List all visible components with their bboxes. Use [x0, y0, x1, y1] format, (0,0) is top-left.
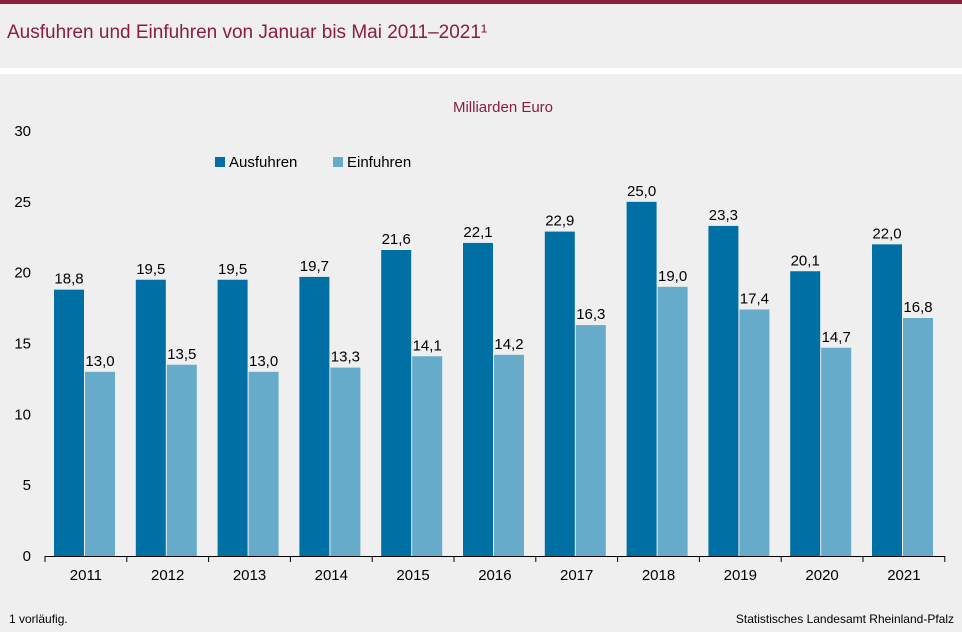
- legend-label-einfuhren: Einfuhren: [347, 154, 411, 171]
- data-label-ausfuhren-2016: 22,1: [463, 224, 492, 241]
- x-tick-label-2019: 2019: [724, 567, 757, 584]
- bar-einfuhren-2020: [821, 347, 852, 556]
- y-tick-label: 0: [23, 548, 31, 565]
- bar-ausfuhren-2014: [299, 276, 330, 556]
- x-tick-label-2020: 2020: [805, 567, 838, 584]
- data-label-einfuhren-2013: 13,0: [249, 353, 278, 370]
- bar-einfuhren-2015: [412, 356, 443, 556]
- bar-einfuhren-2016: [494, 354, 524, 556]
- bar-ausfuhren-2017: [544, 231, 575, 557]
- bar-einfuhren-2018: [657, 286, 688, 556]
- x-tick-label-2011: 2011: [70, 567, 102, 584]
- x-axis: 2011 2012 2013 2014 2015 2016 2017 2018 2019 2020…: [44, 556, 946, 584]
- legend-swatch-ausfuhren: [215, 157, 225, 167]
- x-tick-label-2013: 2013: [233, 567, 266, 584]
- y-tick-label: 10: [14, 406, 31, 423]
- title-separator: [0, 68, 962, 74]
- bar-einfuhren-2019: [739, 309, 770, 556]
- x-tick-label-2015: 2015: [396, 567, 429, 584]
- bar-ausfuhren-2019: [708, 225, 739, 556]
- y-tick-label: 5: [23, 477, 31, 494]
- bar-ausfuhren-2021: [872, 244, 902, 557]
- bar-ausfuhren-2011: [54, 289, 84, 556]
- y-axis: 0 5 10 15 20 25 30: [14, 123, 31, 565]
- source-credit: Statistisches Landesamt Rheinland-Pfalz: [735, 612, 954, 626]
- data-label-einfuhren-2019: 17,4: [740, 291, 769, 308]
- data-label-einfuhren-2016: 14,2: [494, 336, 523, 353]
- data-label-ausfuhren-2012: 19,5: [136, 261, 165, 278]
- x-tick-label-2018: 2018: [642, 567, 675, 584]
- data-label-einfuhren-2015: 14,1: [413, 337, 442, 354]
- y-tick-label: 30: [14, 123, 31, 140]
- bar-ausfuhren-2013: [217, 279, 248, 556]
- data-label-einfuhren-2021: 16,8: [903, 299, 932, 316]
- x-tick-label-2016: 2016: [478, 567, 511, 584]
- bar-ausfuhren-2020: [790, 271, 821, 556]
- bar-einfuhren-2013: [248, 371, 279, 556]
- data-label-ausfuhren-2021: 22,0: [872, 225, 901, 242]
- x-tick-label-2014: 2014: [315, 567, 348, 584]
- data-label-ausfuhren-2014: 19,7: [300, 258, 329, 275]
- bar-einfuhren-2021: [903, 318, 933, 556]
- legend-label-ausfuhren: Ausfuhren: [229, 154, 297, 171]
- y-tick-label: 25: [14, 194, 31, 211]
- data-label-einfuhren-2011: 13,0: [85, 353, 114, 370]
- data-label-ausfuhren-2015: 21,6: [382, 231, 411, 248]
- data-label-einfuhren-2017: 16,3: [576, 306, 605, 323]
- bar-ausfuhren-2015: [381, 250, 412, 556]
- data-label-ausfuhren-2020: 20,1: [791, 252, 820, 269]
- bar-ausfuhren-2016: [463, 242, 493, 556]
- legend: Ausfuhren Einfuhren: [215, 154, 411, 171]
- bars: 18,8 13,0 19,5 13,5 19,5 13,0 19,7 13,3 21,6 14,1…: [54, 183, 933, 557]
- bar-einfuhren-2011: [85, 371, 115, 556]
- chart-title: Ausfuhren und Einfuhren von Januar bis M…: [7, 22, 488, 43]
- data-label-einfuhren-2018: 19,0: [658, 268, 687, 285]
- bar-einfuhren-2012: [166, 364, 197, 556]
- x-tick-label-2021: 2021: [887, 567, 920, 584]
- unit-label: Milliarden Euro: [453, 99, 553, 116]
- bar-einfuhren-2014: [330, 367, 361, 556]
- data-label-ausfuhren-2013: 19,5: [218, 261, 247, 278]
- legend-swatch-einfuhren: [333, 157, 343, 167]
- data-label-einfuhren-2012: 13,5: [167, 346, 196, 363]
- x-tick-label-2017: 2017: [560, 567, 593, 584]
- y-tick-label: 20: [14, 265, 31, 282]
- data-label-einfuhren-2014: 13,3: [331, 349, 360, 366]
- bar-ausfuhren-2018: [626, 201, 657, 557]
- footnote: 1 vorläufig.: [9, 612, 68, 626]
- data-label-ausfuhren-2018: 25,0: [627, 183, 656, 200]
- data-label-einfuhren-2020: 14,7: [822, 329, 851, 346]
- bar-ausfuhren-2012: [135, 279, 166, 556]
- x-tick-label-2012: 2012: [151, 567, 184, 584]
- bar-einfuhren-2017: [575, 325, 606, 556]
- data-label-ausfuhren-2017: 22,9: [545, 213, 574, 230]
- data-label-ausfuhren-2011: 18,8: [54, 271, 83, 288]
- top-accent-rule: [0, 0, 962, 4]
- data-label-ausfuhren-2019: 23,3: [709, 207, 738, 224]
- y-tick-label: 15: [14, 336, 31, 353]
